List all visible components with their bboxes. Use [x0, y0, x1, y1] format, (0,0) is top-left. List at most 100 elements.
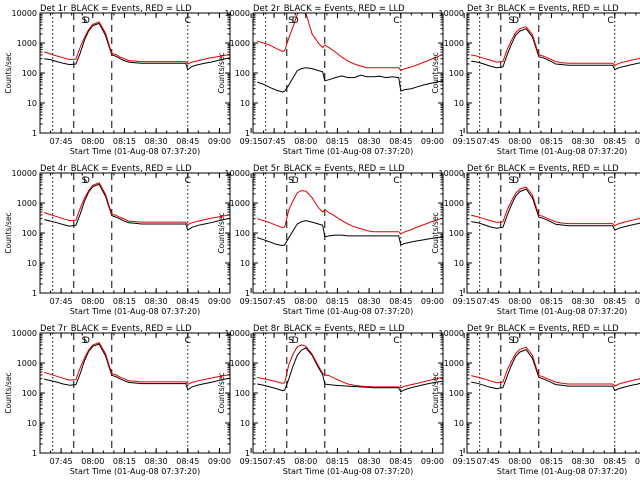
y-tick-label: 1 [459, 289, 464, 298]
marker-letter-S: S [81, 16, 87, 26]
y-tick-label: 100 [449, 229, 464, 238]
x-axis-label: Start Time (01-Aug-08 07:37:20) [497, 147, 628, 156]
events-line [471, 188, 640, 231]
x-tick-label: 08:15 [540, 297, 563, 306]
y-tick-label: 1000 [230, 199, 250, 208]
panel-det-label: Det 3r [467, 4, 494, 14]
x-tick-label: 08:30 [358, 297, 381, 306]
marker-letter-C: C [607, 16, 613, 26]
x-tick-label: 08:15 [113, 137, 136, 146]
x-tick-label: 08:45 [389, 297, 412, 306]
x-axis-label: Start Time (01-Aug-08 07:37:20) [497, 307, 628, 316]
y-tick-label: 100 [22, 69, 37, 78]
marker-letter-C: C [393, 336, 399, 346]
panel-det-label: Det 8r [253, 324, 280, 334]
x-tick-label: 08:00 [81, 457, 104, 466]
y-tick-label: 1000 [230, 39, 250, 48]
panel-9: 1 10 100 1000 10000 07:45 08:00 08:15 08:30 08:45… [431, 324, 640, 476]
y-tick-label: 10 [27, 419, 37, 428]
y-tick-label: 10000 [12, 329, 37, 338]
marker-letter-D: D [292, 336, 299, 346]
marker-letter-S: S [288, 336, 294, 346]
y-tick-label: 1 [32, 289, 37, 298]
x-axis-label: Start Time (01-Aug-08 07:37:20) [283, 147, 414, 156]
lld-line [257, 13, 443, 72]
x-tick-label: 07:45 [50, 297, 73, 306]
y-tick-label: 100 [449, 389, 464, 398]
y-tick-label: 100 [449, 69, 464, 78]
y-tick-label: 1 [459, 449, 464, 458]
panel-4: 1 10 100 1000 10000 07:45 08:00 08:15 08:30 08:45… [4, 164, 263, 316]
x-tick-label: 08:30 [145, 457, 168, 466]
marker-letter-S: S [81, 336, 87, 346]
y-tick-label: 10 [240, 259, 250, 268]
marker-letter-C: C [607, 176, 613, 186]
panel-legend-text: BLACK = Events, RED = LLD [284, 324, 405, 334]
x-tick-label: 09:15 [240, 457, 263, 466]
events-line [44, 22, 230, 71]
marker-letter-D: D [292, 16, 299, 26]
marker-letter-S: S [81, 176, 87, 186]
y-tick-label: 1 [245, 129, 250, 138]
x-tick-label: 08:30 [572, 137, 595, 146]
x-tick-label: 09:00 [421, 297, 444, 306]
y-tick-label: 10000 [12, 169, 37, 178]
lld-line [257, 190, 443, 235]
marker-letter-D: D [292, 176, 299, 186]
x-tick-label: 08:00 [508, 137, 531, 146]
x-tick-label: 08:00 [508, 457, 531, 466]
y-axis-label: Counts/sec [217, 52, 226, 93]
x-tick-label: 09:00 [208, 457, 231, 466]
x-tick-label: 09:00 [635, 137, 640, 146]
y-tick-label: 1000 [444, 39, 464, 48]
panel-det-label: Det 1r [40, 4, 67, 14]
marker-letter-D: D [83, 336, 90, 346]
y-tick-label: 10000 [12, 9, 37, 18]
x-tick-label: 08:45 [603, 457, 626, 466]
panel-7: 1 10 100 1000 10000 07:45 08:00 08:15 08:30 08:45… [4, 324, 263, 476]
panel-det-label: Det 4r [40, 164, 67, 174]
y-axis-label: Counts/sec [4, 212, 13, 253]
x-tick-label: 08:15 [540, 137, 563, 146]
panel-title: Det 3r BLACK = Events, RED = LLD [467, 4, 619, 14]
panel-legend-text: BLACK = Events, RED = LLD [71, 4, 192, 14]
y-axis-label: Counts/sec [431, 372, 440, 413]
panel-det-label: Det 7r [40, 324, 67, 334]
lld-line [471, 346, 640, 387]
panel-legend-text: BLACK = Events, RED = LLD [498, 4, 619, 14]
y-tick-label: 10 [240, 99, 250, 108]
x-tick-label: 08:30 [145, 137, 168, 146]
marker-letter-D: D [83, 16, 90, 26]
x-tick-label: 08:45 [176, 457, 199, 466]
panel-legend-text: BLACK = Events, RED = LLD [284, 4, 405, 14]
x-tick-label: 09:15 [240, 137, 263, 146]
x-tick-label: 08:45 [176, 297, 199, 306]
panel-2: 1 10 100 1000 10000 07:45 08:00 08:15 08:30 08:45… [217, 4, 476, 156]
x-tick-label: 08:45 [389, 457, 412, 466]
y-tick-label: 10000 [225, 329, 250, 338]
x-tick-label: 08:30 [572, 297, 595, 306]
x-tick-label: 08:45 [389, 137, 412, 146]
y-tick-label: 10 [27, 99, 37, 108]
x-tick-label: 08:00 [81, 137, 104, 146]
marker-letter-S: S [288, 16, 294, 26]
y-tick-label: 100 [22, 229, 37, 238]
y-tick-label: 10 [454, 259, 464, 268]
marker-letter-D: D [83, 176, 90, 186]
marker-letter-C: C [393, 176, 399, 186]
panel-1: 1 10 100 1000 10000 07:45 08:00 08:15 08:30 08:45… [4, 4, 263, 156]
lld-line [471, 26, 640, 66]
marker-letter-S: S [508, 16, 514, 26]
x-tick-label: 09:00 [208, 297, 231, 306]
marker-letter-C: C [393, 16, 399, 26]
x-tick-label: 08:30 [358, 457, 381, 466]
marker-letter-C: C [607, 336, 613, 346]
y-tick-label: 10 [27, 259, 37, 268]
x-tick-label: 07:45 [263, 297, 286, 306]
y-tick-label: 1 [32, 129, 37, 138]
y-tick-label: 1000 [17, 39, 37, 48]
x-tick-label: 09:00 [208, 137, 231, 146]
marker-letter-C: C [185, 16, 191, 26]
